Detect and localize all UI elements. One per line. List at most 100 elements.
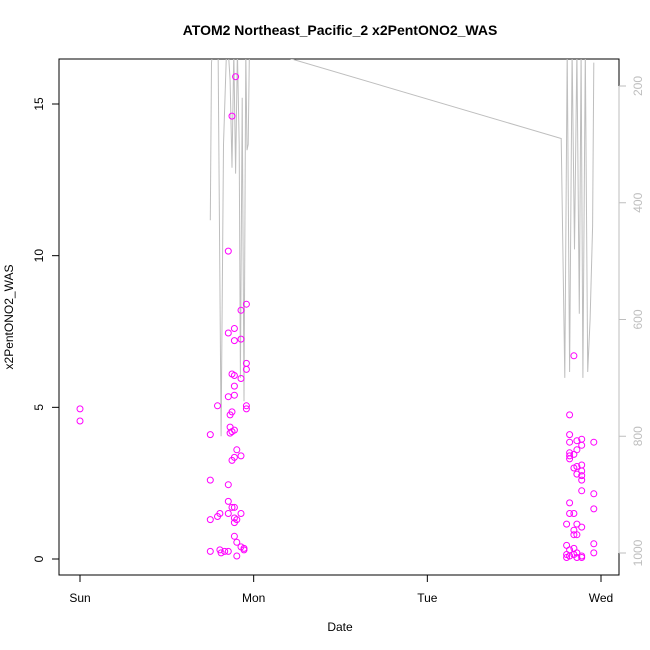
x-axis-label: Date — [327, 620, 353, 634]
plot-area-frame — [58, 58, 620, 576]
data-point — [228, 112, 236, 120]
data-point — [573, 554, 581, 561]
data-point — [573, 531, 581, 539]
data-points-layer — [76, 73, 598, 561]
data-point — [573, 446, 581, 454]
data-point — [206, 431, 214, 439]
data-point — [590, 490, 598, 498]
y2-tick-label: 1000 — [631, 539, 645, 566]
data-point — [570, 510, 578, 517]
y-tick-label: 5 — [32, 404, 46, 411]
x-tick-label: Sun — [69, 591, 90, 605]
y2-tick-label: 200 — [631, 76, 645, 96]
data-point — [216, 510, 224, 517]
data-point — [237, 375, 245, 382]
data-point — [578, 523, 586, 531]
data-point — [228, 408, 236, 416]
data-point — [233, 538, 241, 546]
data-point — [233, 552, 241, 560]
data-point — [237, 306, 245, 314]
pressure-line-layer — [209, 59, 595, 437]
data-point — [566, 452, 574, 460]
data-point — [242, 402, 250, 410]
data-point — [233, 516, 241, 524]
data-point — [590, 505, 598, 513]
data-point — [578, 487, 586, 495]
data-point — [590, 438, 598, 446]
data-point — [570, 352, 578, 360]
data-point — [230, 382, 238, 390]
data-point — [206, 547, 214, 555]
data-point — [566, 431, 574, 439]
data-point — [224, 547, 232, 555]
data-point — [232, 73, 240, 81]
data-point — [214, 402, 221, 410]
data-point — [566, 510, 574, 517]
data-point — [242, 365, 250, 373]
data-point — [578, 554, 586, 561]
data-point — [578, 472, 586, 480]
data-point — [230, 391, 238, 399]
y-tick-label: 15 — [32, 97, 46, 111]
data-point — [224, 329, 232, 337]
y-tick-label: 10 — [32, 249, 46, 263]
data-point — [237, 335, 245, 343]
data-point — [237, 510, 245, 517]
data-point — [566, 499, 574, 507]
data-point — [242, 300, 250, 308]
x-tick-label: Mon — [242, 591, 265, 605]
data-point — [224, 481, 232, 489]
y-axis-label: x2PentONO2_WAS — [2, 265, 16, 370]
data-point — [230, 453, 238, 461]
data-point — [590, 549, 598, 557]
data-point — [578, 476, 586, 484]
data-point — [566, 411, 574, 419]
data-point — [578, 441, 586, 449]
pressure-line — [209, 59, 595, 437]
data-point — [573, 437, 581, 445]
data-point — [237, 452, 245, 460]
data-point — [206, 476, 214, 484]
data-point — [233, 446, 241, 454]
data-point — [76, 417, 84, 425]
data-point — [221, 547, 229, 555]
data-point — [566, 438, 574, 446]
data-point — [573, 470, 581, 478]
y-axis-right: 200 400 600 800 1000 — [618, 76, 645, 566]
data-point — [573, 463, 581, 470]
data-point — [206, 516, 214, 524]
chart-title: ATOM2 Northeast_Pacific_2 x2PentONO2_WAS — [183, 22, 498, 38]
data-point — [230, 532, 238, 540]
y2-tick-label: 400 — [631, 192, 645, 212]
data-point — [240, 546, 248, 554]
data-point — [230, 372, 238, 379]
data-point — [224, 393, 232, 401]
data-point — [217, 549, 225, 557]
data-point — [566, 455, 574, 463]
data-point — [224, 510, 232, 517]
y-axis-left: 0 5 10 15 — [32, 97, 60, 562]
y2-tick-label: 800 — [631, 426, 645, 446]
data-point — [230, 426, 238, 434]
data-point — [224, 247, 232, 255]
data-point — [230, 325, 238, 332]
y-tick-label: 0 — [32, 555, 46, 562]
data-point — [573, 549, 581, 557]
y2-tick-label: 600 — [631, 309, 645, 329]
data-point — [76, 405, 84, 413]
x-axis: Sun Mon Tue Wed — [69, 574, 613, 605]
data-point — [578, 467, 586, 475]
x-tick-label: Tue — [417, 591, 438, 605]
data-point — [230, 503, 238, 511]
data-point — [590, 540, 598, 548]
data-point — [230, 337, 238, 345]
data-point — [570, 531, 578, 539]
data-point — [563, 520, 571, 528]
data-point — [224, 497, 232, 505]
data-point — [226, 429, 234, 437]
data-point — [228, 503, 236, 511]
data-point — [566, 552, 574, 560]
data-point — [242, 405, 250, 413]
x-tick-label: Wed — [589, 591, 613, 605]
